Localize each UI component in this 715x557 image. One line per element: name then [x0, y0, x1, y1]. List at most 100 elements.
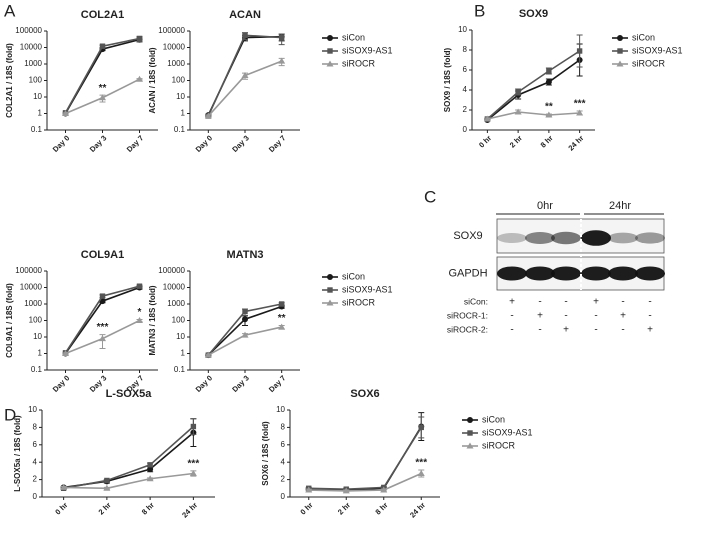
x-tick-label: Day 3	[230, 373, 251, 394]
y-tick-label: 8	[463, 45, 468, 54]
x-tick-label: 8 hr	[539, 133, 555, 149]
y-tick-label: 100000	[158, 266, 185, 275]
x-tick-label: Day 7	[267, 373, 288, 394]
y-axis-label: MATN3 / 18S (fold)	[148, 285, 157, 355]
row-label: SOX9	[453, 230, 482, 242]
y-tick-label: 2	[463, 105, 468, 114]
panel-letter: A	[4, 1, 16, 20]
y-tick-label: 10000	[20, 43, 43, 52]
significance: *	[138, 307, 142, 318]
chart: COL2A1 COL2A1 / 18S (fold) 0.1 1 10 100 1000 10…	[5, 9, 158, 154]
condition-mark: +	[593, 297, 599, 308]
condition-mark: +	[563, 325, 569, 336]
x-tick-label: 2 hr	[336, 500, 352, 516]
series-line	[63, 472, 194, 490]
y-tick-label: 10000	[20, 283, 43, 292]
condition-label: siCon:	[464, 296, 488, 306]
chart-title: SOX9	[519, 8, 548, 20]
condition-mark: -	[621, 325, 624, 336]
y-tick-label: 0.1	[174, 125, 186, 134]
series-line	[486, 59, 581, 121]
point	[103, 484, 111, 491]
point	[305, 486, 313, 493]
legend-marker	[467, 430, 473, 436]
condition-mark: -	[594, 325, 597, 336]
y-tick-label: 100	[172, 76, 186, 85]
legend-marker	[326, 299, 334, 306]
y-tick-label: 0	[463, 125, 468, 134]
y-tick-label: 2	[281, 475, 286, 484]
point	[136, 317, 143, 323]
y-tick-label: 100	[29, 316, 43, 325]
y-tick-label: 4	[281, 457, 286, 466]
condition-mark: -	[564, 311, 567, 322]
time-label: 24hr	[609, 200, 631, 212]
point	[204, 351, 212, 358]
chart-title: ACAN	[229, 9, 261, 21]
y-tick-label: 10	[276, 405, 285, 414]
condition-label: siROCR-1:	[447, 310, 488, 320]
y-tick-label: 10	[33, 92, 42, 101]
significance: ***	[188, 459, 200, 470]
legend-marker	[616, 60, 624, 67]
y-tick-label: 6	[33, 440, 38, 449]
x-tick-label: Day 3	[88, 133, 109, 154]
legend-label: siROCR	[632, 58, 665, 68]
chart: COL9A1 COL9A1 / 18S (fold) 0.1 1 10 100 1000 10…	[5, 249, 158, 394]
point	[136, 283, 143, 289]
series-line	[63, 425, 194, 490]
significance: ***	[97, 322, 109, 333]
series-line	[308, 426, 422, 490]
row-label: GAPDH	[448, 267, 487, 279]
chart-title: COL9A1	[81, 249, 124, 261]
band	[581, 266, 611, 281]
y-tick-label: 8	[281, 423, 286, 432]
y-axis-label: L-SOX5a / 18S (fold)	[13, 415, 22, 492]
condition-mark: +	[647, 325, 653, 336]
point	[545, 79, 552, 85]
legend-label: siCon	[342, 32, 365, 42]
point	[99, 43, 106, 49]
point	[242, 308, 248, 315]
x-tick-label: 2 hr	[97, 500, 113, 516]
point	[514, 108, 522, 115]
x-tick-label: 24 hr	[566, 133, 585, 152]
chart-title: MATN3	[226, 249, 263, 261]
legend-label: siCon	[482, 414, 505, 424]
point	[99, 335, 106, 342]
chart: SOX9 SOX9 / 18S (fold) 0 2 4 6 8 10 0 hr 2 hr 8 hr…	[443, 8, 682, 153]
series-line	[486, 50, 581, 120]
point	[576, 48, 583, 54]
point	[146, 475, 154, 482]
point	[342, 487, 350, 494]
point	[418, 424, 424, 431]
series-line	[207, 60, 282, 117]
chart: SOX6 SOX6 / 18S (fold) 0 2 4 6 8 10 0 hr 2 hr 8 hr…	[261, 388, 532, 520]
y-axis-label: SOX9 / 18S (fold)	[443, 47, 452, 112]
legend-label: siCon	[632, 32, 655, 42]
y-tick-label: 10	[176, 92, 185, 101]
condition-mark: -	[510, 311, 513, 322]
y-tick-label: 0	[33, 492, 38, 501]
y-tick-label: 1	[181, 109, 186, 118]
point	[60, 483, 68, 490]
point	[380, 486, 388, 493]
point	[515, 89, 521, 95]
point	[242, 32, 248, 38]
condition-mark: -	[648, 311, 651, 322]
panel-letter: B	[474, 1, 485, 20]
significance: **	[545, 102, 553, 113]
condition-mark: -	[621, 297, 624, 308]
y-tick-label: 10	[176, 332, 185, 341]
y-tick-label: 10	[33, 332, 42, 341]
condition-mark: -	[538, 325, 541, 336]
x-tick-label: Day 7	[125, 133, 146, 154]
point	[242, 316, 248, 323]
y-tick-label: 1000	[167, 59, 185, 68]
point	[136, 75, 143, 82]
legend-label: siSOX9-AS1	[632, 45, 683, 55]
y-tick-label: 10	[458, 25, 467, 34]
point	[136, 35, 143, 42]
x-tick-label: 0 hr	[477, 133, 493, 149]
series-line	[63, 432, 194, 489]
